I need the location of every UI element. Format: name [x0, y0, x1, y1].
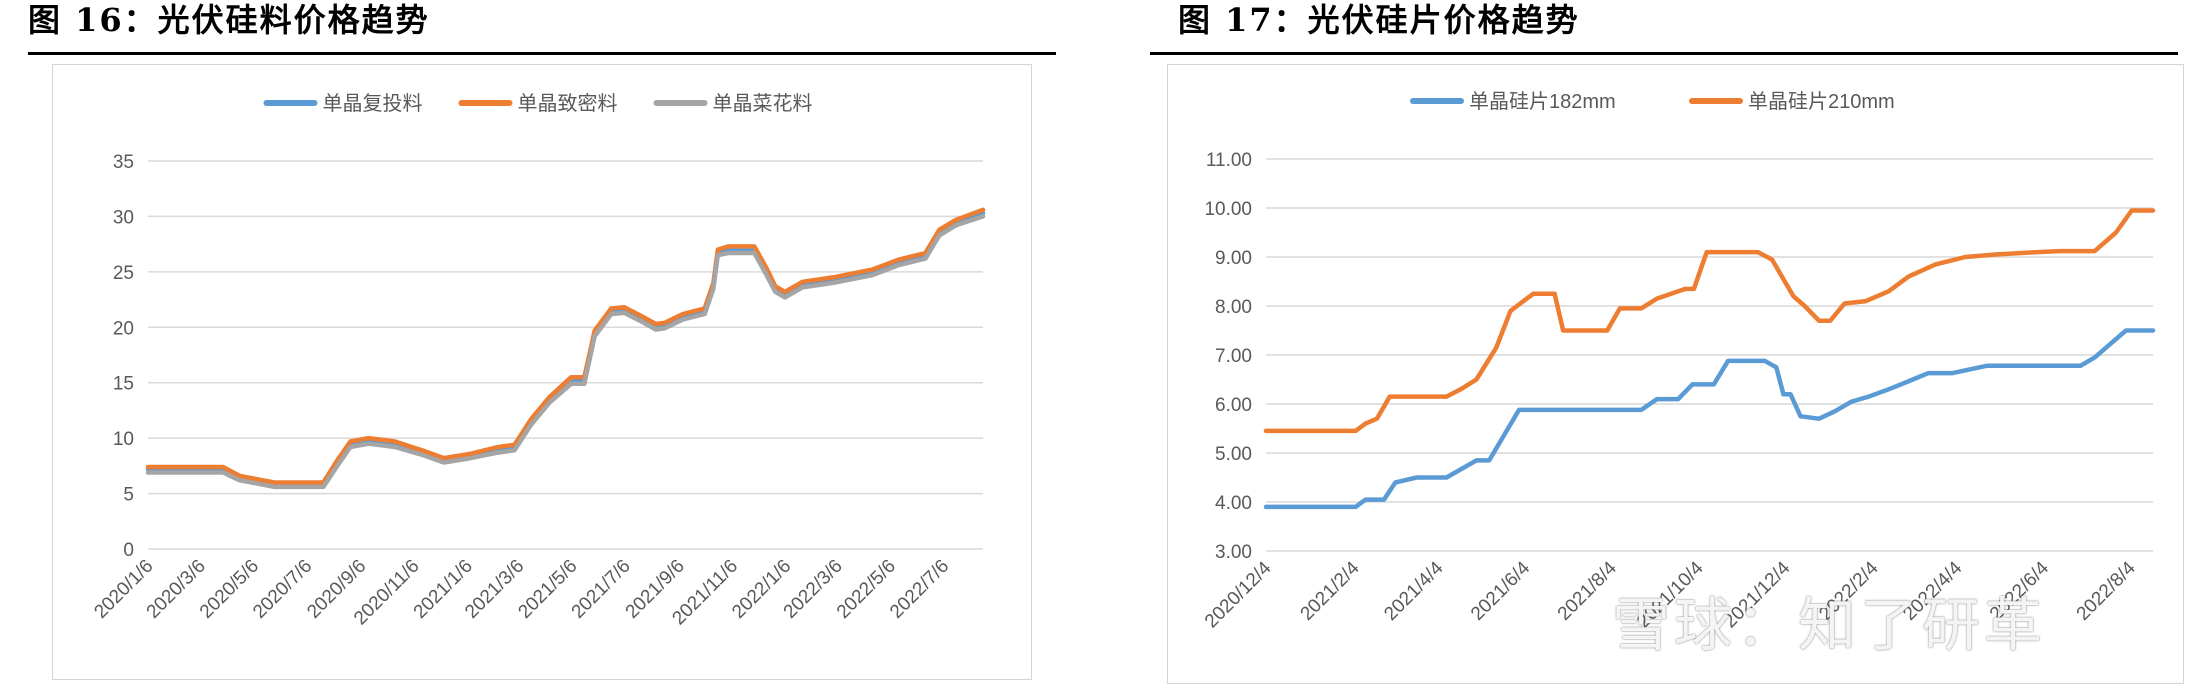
legend-label: 单晶菜花料	[713, 92, 813, 115]
y-tick-label: 20	[113, 318, 134, 339]
x-tick-label: 2021/6/4	[1467, 557, 1534, 624]
x-tick-label: 2021/4/4	[1380, 557, 1447, 624]
y-tick-label: 25	[113, 263, 134, 284]
chart-16-frame: 0 5 10 15 20 25 30 35 2020/1/6 2020/3/6 2020/5/6 20…	[52, 64, 1032, 680]
series-line-3	[145, 214, 986, 490]
x-tick-label: 2021/7/6	[568, 556, 635, 623]
x-tick-label: 2021/2/4	[1297, 557, 1364, 624]
y-tick-label: 15	[113, 374, 134, 395]
chart-17-frame: 3.00 4.00 5.00 6.00 7.00 8.00 9.00 10.00 11.00 20…	[1167, 64, 2184, 684]
y-tick-label: 4.00	[1215, 493, 1252, 514]
series-line-2	[1263, 208, 2156, 434]
series-line-2	[145, 207, 986, 485]
y-tick-label: 11.00	[1206, 150, 1252, 171]
x-tick-label: 2020/12/4	[1201, 557, 1276, 632]
y-tick-label: 10.00	[1204, 199, 1252, 220]
y-tick-label: 6.00	[1215, 395, 1252, 416]
y-tick-label: 9.00	[1215, 248, 1252, 269]
figure-17-title: 图 17：光伏硅片价格趋势	[1178, 1, 1580, 39]
chart-17-plot: 3.00 4.00 5.00 6.00 7.00 8.00 9.00 10.00 11.00 20…	[1201, 90, 2156, 632]
y-tick-label: 7.00	[1215, 346, 1252, 367]
legend-label: 单晶硅片182mm	[1469, 90, 1616, 113]
legend-label: 单晶复投料	[323, 92, 423, 115]
legend-label: 单晶致密料	[518, 92, 618, 115]
y-tick-label: 35	[113, 152, 134, 173]
x-tick-label: 2022/7/6	[886, 556, 953, 623]
figure-17-panel: 图 17：光伏硅片价格趋势 3.00 4.00 5.00 6.00 7.00 8.00 9.…	[1150, 0, 2207, 692]
y-tick-label: 5.00	[1215, 444, 1252, 465]
x-tick-label: 2022/8/4	[2073, 557, 2140, 624]
chart-16-plot: 051015202530352020/1/62020/3/62020/5/620…	[90, 92, 986, 629]
watermark-text: 雪球：知了研革	[1612, 591, 2047, 659]
figure-16-title: 图 16：光伏硅料价格趋势	[28, 1, 430, 39]
figure-16-title-rule	[28, 52, 1056, 55]
figure-17-title-rule	[1150, 52, 2178, 55]
y-tick-label: 0	[123, 540, 134, 561]
y-tick-label: 8.00	[1215, 297, 1252, 318]
y-tick-label: 5	[123, 485, 134, 506]
y-tick-label: 3.00	[1215, 542, 1252, 563]
y-tick-label: 10	[113, 429, 134, 450]
figure-16-panel: 图 16：光伏硅料价格趋势 0 5 10 15 20 25 30 35 2020/1/6 2020…	[0, 0, 1100, 692]
legend-label: 单晶硅片210mm	[1748, 90, 1895, 113]
series-line-1	[1263, 328, 2156, 510]
series-line-1	[145, 210, 986, 486]
y-tick-label: 30	[113, 207, 134, 228]
x-tick-label: 2020/7/6	[249, 556, 316, 623]
